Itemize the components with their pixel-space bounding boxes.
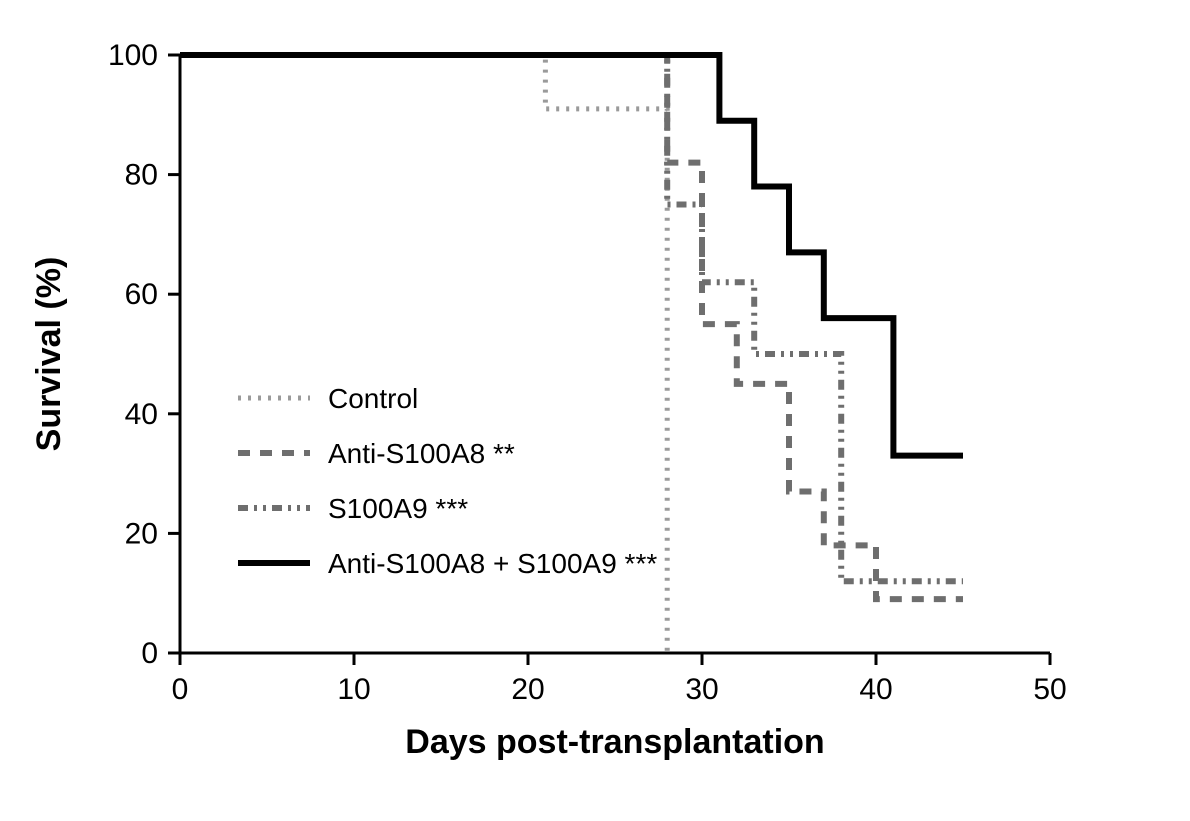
x-tick-label: 10 xyxy=(337,673,370,706)
chart-container: 0 10 20 30 40 50 0 20 40 60 80 100 Days post-transpl… xyxy=(0,0,1190,821)
x-tick-label: 40 xyxy=(859,673,892,706)
y-tick-label: 40 xyxy=(125,398,158,431)
survival-chart: 0 10 20 30 40 50 0 20 40 60 80 100 Days post-transpl… xyxy=(0,0,1190,821)
x-tick-label: 50 xyxy=(1033,673,1066,706)
x-axis-title: Days post-transplantation xyxy=(405,723,824,761)
y-tick-label: 20 xyxy=(125,517,158,550)
y-tick-label: 100 xyxy=(108,39,158,72)
legend-label: Control xyxy=(328,383,418,414)
series-line xyxy=(180,55,963,456)
legend-label: Anti-S100A8 ** xyxy=(328,438,515,469)
x-tick-label: 30 xyxy=(685,673,718,706)
legend-label: S100A9 *** xyxy=(328,493,468,524)
x-tick-label: 0 xyxy=(172,673,189,706)
series-line xyxy=(180,55,963,599)
legend-label: Anti-S100A8 + S100A9 *** xyxy=(328,548,657,579)
y-tick-label: 80 xyxy=(125,159,158,192)
x-tick-label: 20 xyxy=(511,673,544,706)
y-tick-label: 60 xyxy=(125,278,158,311)
y-tick-label: 0 xyxy=(141,637,158,670)
y-axis-title: Survival (%) xyxy=(30,257,68,452)
